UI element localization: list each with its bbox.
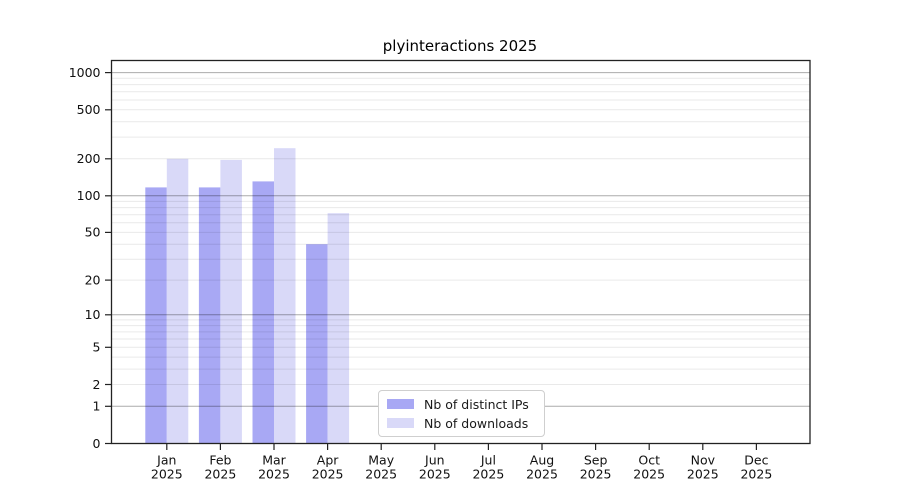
x-tick-label-year-jul: 2025 — [472, 467, 504, 482]
legend-swatch-distinct-ips — [387, 399, 414, 409]
legend: Nb of distinct IPs Nb of downloads — [378, 390, 545, 437]
bar-jan-downloads — [166, 158, 189, 444]
y-tick-label-1: 1 — [93, 399, 101, 414]
y-tick-label-50: 50 — [85, 225, 101, 240]
x-tick-label-month-dec: Dec — [744, 453, 768, 468]
bar-jan-distinct-ips — [145, 187, 167, 444]
x-tick-label-year-oct: 2025 — [633, 467, 665, 482]
bars-downloads — [166, 148, 350, 444]
x-tick-label-month-aug: Aug — [530, 453, 554, 468]
x-tick-label-year-jun: 2025 — [419, 467, 451, 482]
x-tick-label-month-feb: Feb — [209, 453, 231, 468]
x-tick-label-year-sep: 2025 — [580, 467, 612, 482]
x-tick-label-year-jan: 2025 — [151, 467, 183, 482]
bar-mar-distinct-ips — [252, 181, 274, 444]
legend-swatch-downloads — [387, 418, 414, 428]
legend-label-downloads: Nb of downloads — [424, 415, 529, 431]
bar-apr-downloads — [327, 213, 350, 444]
x-tick-label-month-jun: Jun — [424, 453, 445, 468]
x-tick-label-year-nov: 2025 — [687, 467, 719, 482]
y-tick-label-200: 200 — [77, 151, 101, 166]
bars-layer — [145, 148, 350, 444]
y-tick-label-20: 20 — [85, 272, 101, 287]
axes-spines — [110, 59, 811, 445]
legend-entry-downloads: Nb of downloads — [387, 416, 536, 431]
bars-distinct-ips — [145, 181, 328, 444]
x-tick-label-year-aug: 2025 — [526, 467, 558, 482]
bar-mar-downloads — [274, 148, 296, 444]
x-tick-label-year-may: 2025 — [365, 467, 397, 482]
y-tick-label-500: 500 — [77, 102, 101, 117]
y-tick-label-1000: 1000 — [69, 65, 101, 80]
x-tick-label-year-mar: 2025 — [258, 467, 290, 482]
y-tick-label-10: 10 — [85, 307, 101, 322]
y-tick-label-5: 5 — [93, 340, 101, 355]
legend-label-distinct-ips: Nb of distinct IPs — [424, 396, 529, 412]
y-tick-label-100: 100 — [77, 188, 101, 203]
x-tick-label-month-jul: Jul — [480, 453, 496, 468]
x-tick-label-month-may: May — [368, 453, 394, 468]
x-tick-label-month-jan: Jan — [156, 453, 176, 468]
x-tick-label-month-apr: Apr — [317, 453, 339, 468]
y-tick-label-2: 2 — [93, 377, 101, 392]
bar-apr-distinct-ips — [306, 244, 328, 444]
x-tick-label-year-apr: 2025 — [312, 467, 344, 482]
x-tick-label-year-dec: 2025 — [740, 467, 772, 482]
x-tick-label-month-nov: Nov — [691, 453, 716, 468]
bar-feb-distinct-ips — [198, 187, 221, 444]
axes-layer: 01251020501002005001000Jan2025Feb2025Mar… — [69, 59, 811, 482]
legend-entry-distinct-ips: Nb of distinct IPs — [387, 397, 536, 412]
x-tick-label-month-mar: Mar — [262, 453, 286, 468]
x-tick-label-month-oct: Oct — [638, 453, 660, 468]
bar-feb-downloads — [220, 159, 242, 444]
x-tick-label-year-feb: 2025 — [204, 467, 236, 482]
y-tick-label-0: 0 — [93, 436, 101, 451]
chart-title: plyinteractions 2025 — [383, 37, 537, 55]
x-tick-label-month-sep: Sep — [584, 453, 608, 468]
